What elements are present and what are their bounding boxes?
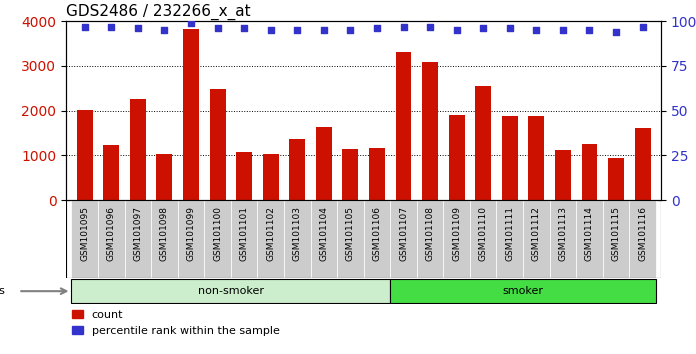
Bar [475, 86, 491, 200]
Point [584, 27, 595, 33]
Point [185, 20, 196, 26]
Point [239, 25, 250, 31]
Text: GSM101101: GSM101101 [239, 206, 248, 261]
Bar [72, 200, 98, 278]
Text: GSM101099: GSM101099 [187, 206, 196, 261]
Bar [258, 200, 284, 278]
Text: GSM101116: GSM101116 [638, 206, 647, 261]
Bar [603, 200, 629, 278]
Bar [417, 200, 443, 278]
Bar [608, 158, 624, 200]
Text: GSM101114: GSM101114 [585, 206, 594, 261]
Bar [72, 279, 390, 303]
Bar [390, 200, 417, 278]
Point [610, 29, 622, 35]
Bar [523, 200, 550, 278]
Bar [342, 149, 358, 200]
Bar [629, 200, 656, 278]
Bar [157, 154, 173, 200]
Bar [236, 152, 252, 200]
Text: GSM101103: GSM101103 [293, 206, 302, 261]
Point [212, 25, 223, 31]
Bar [284, 200, 310, 278]
Bar [502, 115, 518, 200]
Text: GSM101111: GSM101111 [505, 206, 514, 261]
Bar [151, 200, 177, 278]
Text: GSM101096: GSM101096 [106, 206, 116, 261]
Point [398, 24, 409, 29]
Bar [103, 145, 119, 200]
Bar [443, 200, 470, 278]
Text: stress: stress [0, 286, 5, 296]
Point [318, 27, 329, 33]
Legend: count, percentile rank within the sample: count, percentile rank within the sample [72, 310, 280, 336]
Text: GSM101100: GSM101100 [213, 206, 222, 261]
Bar [422, 62, 438, 200]
Text: GSM101097: GSM101097 [134, 206, 143, 261]
Point [159, 27, 170, 33]
Point [504, 25, 515, 31]
Point [637, 24, 648, 29]
Point [265, 27, 276, 33]
Bar [262, 154, 278, 200]
Text: GSM101113: GSM101113 [558, 206, 567, 261]
Bar [363, 200, 390, 278]
Point [425, 24, 436, 29]
Bar [581, 144, 597, 200]
Bar [369, 148, 385, 200]
Bar [209, 89, 226, 200]
Bar [310, 200, 337, 278]
Bar [231, 200, 258, 278]
Point [132, 25, 143, 31]
Bar [177, 200, 204, 278]
Bar [635, 127, 651, 200]
Point [79, 24, 90, 29]
Point [292, 27, 303, 33]
Bar [550, 200, 576, 278]
Point [372, 25, 383, 31]
Text: GSM101098: GSM101098 [160, 206, 169, 261]
Text: non-smoker: non-smoker [198, 286, 264, 296]
Text: GSM101104: GSM101104 [319, 206, 329, 261]
Bar [125, 200, 151, 278]
Bar [555, 150, 571, 200]
Bar [337, 200, 364, 278]
Text: GSM101105: GSM101105 [346, 206, 355, 261]
Text: GSM101109: GSM101109 [452, 206, 461, 261]
Text: GSM101112: GSM101112 [532, 206, 541, 261]
Bar [130, 99, 146, 200]
Bar [528, 116, 544, 200]
Text: GSM101108: GSM101108 [425, 206, 434, 261]
Bar [316, 127, 332, 200]
Text: GDS2486 / 232266_x_at: GDS2486 / 232266_x_at [66, 4, 251, 20]
Point [451, 27, 462, 33]
Bar [390, 279, 656, 303]
Point [106, 24, 117, 29]
Text: GSM101115: GSM101115 [612, 206, 621, 261]
Point [557, 27, 569, 33]
Bar [449, 115, 465, 200]
Bar [204, 200, 231, 278]
Point [345, 27, 356, 33]
Point [531, 27, 542, 33]
Text: GSM101095: GSM101095 [80, 206, 89, 261]
Bar [183, 29, 199, 200]
Bar [77, 110, 93, 200]
Point [477, 25, 489, 31]
Bar [496, 200, 523, 278]
Bar [576, 200, 603, 278]
Text: GSM101107: GSM101107 [399, 206, 408, 261]
Text: GSM101102: GSM101102 [266, 206, 275, 261]
Text: GSM101110: GSM101110 [479, 206, 488, 261]
Bar [470, 200, 496, 278]
Text: smoker: smoker [503, 286, 544, 296]
Bar [98, 200, 125, 278]
Bar [395, 52, 411, 200]
Bar [290, 139, 306, 200]
Text: GSM101106: GSM101106 [372, 206, 381, 261]
